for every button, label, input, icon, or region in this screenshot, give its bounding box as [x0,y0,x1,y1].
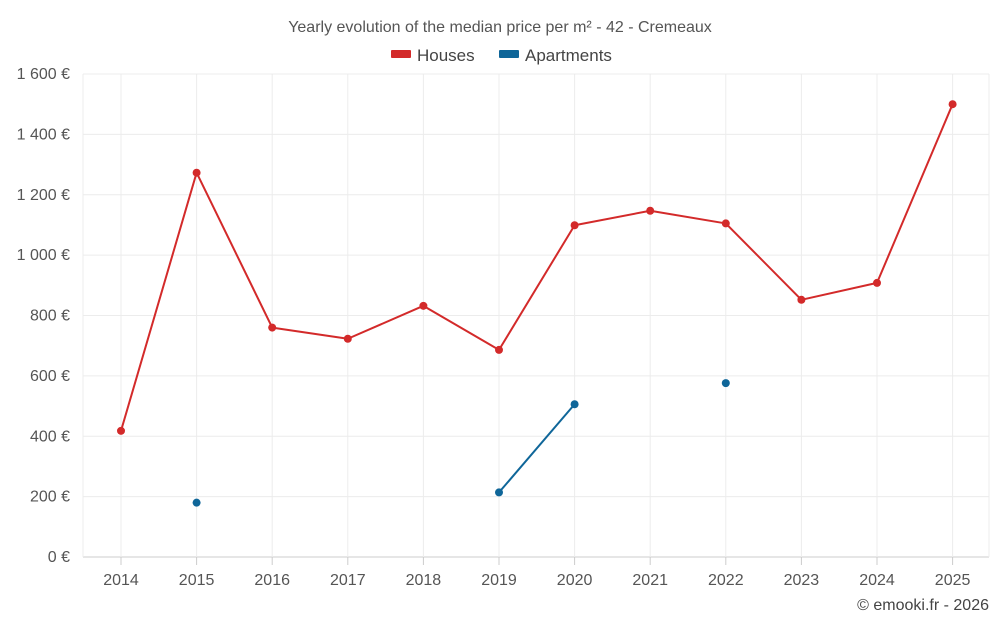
y-axis: 0 € 200 € 400 € 600 € 800 € 1 000 € 1 200 € 1 4… [17,66,70,566]
x-tick-label: 2015 [179,572,215,589]
data-point[interactable] [343,334,352,343]
x-tick-label: 2025 [935,572,971,589]
x-tick-label: 2021 [632,572,668,589]
data-point[interactable] [268,323,277,332]
data-point[interactable] [419,301,428,310]
legend-label[interactable]: Apartments [525,46,612,65]
y-tick-label: 800 € [30,308,70,325]
y-tick-label: 600 € [30,368,70,385]
x-tick-label: 2016 [254,572,290,589]
data-point[interactable] [192,168,201,177]
x-axis: 2014 2015 2016 2017 2018 2019 2020 2021 2022 2023… [103,557,970,589]
x-tick-label: 2017 [330,572,366,589]
x-tick-label: 2018 [406,572,442,589]
legend-swatch [391,50,411,58]
data-point[interactable] [117,426,125,435]
series-apartments [192,379,730,507]
grid [82,73,990,558]
data-point[interactable] [570,400,579,409]
x-tick-label: 2023 [784,572,820,589]
y-tick-label: 200 € [30,489,70,506]
x-tick-label: 2019 [481,572,517,589]
data-point[interactable] [948,100,957,109]
data-point[interactable] [721,219,730,228]
y-tick-label: 1 000 € [17,247,70,264]
series-houses [117,100,957,435]
data-point[interactable] [646,206,655,215]
data-point[interactable] [192,498,201,507]
x-tick-label: 2014 [103,572,139,589]
y-tick-label: 0 € [48,549,70,566]
data-point[interactable] [495,345,503,354]
y-tick-label: 400 € [30,428,70,445]
y-tick-label: 1 200 € [17,187,70,204]
data-point[interactable] [873,278,881,287]
x-tick-label: 2024 [859,572,895,589]
data-point[interactable] [797,295,806,304]
series-line [120,103,954,432]
y-tick-label: 1 400 € [17,126,70,143]
data-point[interactable] [721,379,730,388]
y-tick-label: 1 600 € [17,66,70,83]
credit-text: © emooki.fr - 2026 [857,597,989,614]
series-line [498,403,576,494]
legend-label[interactable]: Houses [417,46,475,65]
chart-title: Yearly evolution of the median price per… [288,19,712,36]
data-point[interactable] [570,221,579,230]
data-point[interactable] [495,488,503,497]
legend-swatch [499,50,519,58]
x-tick-label: 2022 [708,572,744,589]
series-group [117,100,957,507]
x-tick-label: 2020 [557,572,593,589]
legend: Houses Apartments [391,46,612,65]
